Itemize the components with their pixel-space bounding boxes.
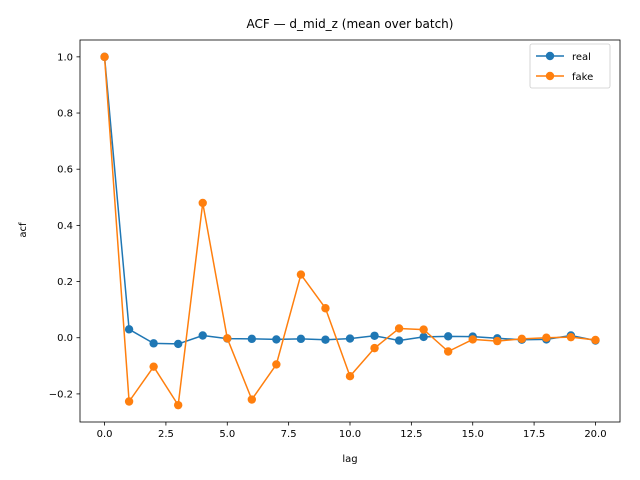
x-tick-label: 2.5 [158, 429, 174, 440]
data-point-fake [321, 304, 330, 313]
legend-marker-real [545, 51, 555, 61]
data-point-real [419, 332, 428, 342]
data-point-real [272, 335, 281, 344]
data-point-real [124, 325, 134, 334]
y-axis-label: acf [18, 222, 29, 238]
data-point-real [443, 332, 453, 341]
data-point-fake [198, 198, 207, 208]
data-point-real [394, 336, 404, 345]
y-tick-label: 0.0 [57, 333, 73, 344]
y-tick-label: 0.6 [57, 165, 73, 176]
y-tick-label: 1.0 [57, 52, 73, 63]
x-tick-label: 17.5 [523, 429, 545, 440]
data-point-fake [542, 333, 551, 342]
data-point-real [173, 339, 183, 349]
data-point-fake [124, 397, 134, 406]
data-point-real [370, 331, 379, 340]
x-tick-label: 15.0 [462, 429, 484, 440]
legend-label-fake: fake [572, 72, 593, 83]
data-point-real [296, 334, 306, 344]
data-point-fake [394, 324, 404, 333]
y-tick-label: 0.2 [57, 277, 73, 288]
data-point-fake [493, 336, 502, 346]
x-tick-label: 12.5 [400, 429, 422, 440]
plot-area: 0.0 2.5 5.0 7.5 10.0 12.5 15.0 17.5 20.0 −0.2 0.0 0… [49, 39, 621, 440]
legend: real fake [529, 43, 611, 89]
data-point-fake [272, 360, 281, 369]
data-point-fake [223, 334, 232, 343]
data-point-fake [149, 362, 158, 371]
data-point-fake [419, 325, 428, 334]
y-tick-label: 0.4 [57, 221, 73, 232]
data-point-fake [566, 332, 576, 342]
data-point-fake [370, 343, 379, 353]
x-tick-label: 10.0 [339, 429, 361, 440]
data-point-real [149, 339, 158, 348]
data-point-fake [468, 335, 477, 344]
x-tick-label: 20.0 [584, 429, 606, 440]
legend-label-real: real [572, 52, 591, 63]
data-point-fake [345, 372, 355, 381]
data-point-fake [247, 395, 257, 404]
chart-title: ACF — d_mid_z (mean over batch) [247, 17, 454, 31]
data-point-fake [517, 334, 527, 344]
y-tick-label: −0.2 [49, 389, 73, 400]
data-point-fake [100, 52, 109, 62]
data-point-real [321, 335, 330, 344]
legend-box [529, 43, 611, 89]
data-point-real [345, 334, 355, 343]
data-point-fake [591, 335, 600, 345]
legend-marker-fake [545, 71, 555, 81]
x-tick-label: 0.0 [97, 429, 113, 440]
y-tick-label: 0.8 [57, 109, 73, 120]
x-axis-label: lag [342, 454, 357, 465]
x-tick-label: 7.5 [281, 429, 297, 440]
x-tick-label: 5.0 [219, 429, 235, 440]
data-point-fake [296, 270, 306, 279]
data-point-real [247, 334, 257, 344]
data-point-real [198, 331, 207, 340]
data-point-fake [173, 400, 183, 410]
data-point-fake [443, 347, 453, 356]
